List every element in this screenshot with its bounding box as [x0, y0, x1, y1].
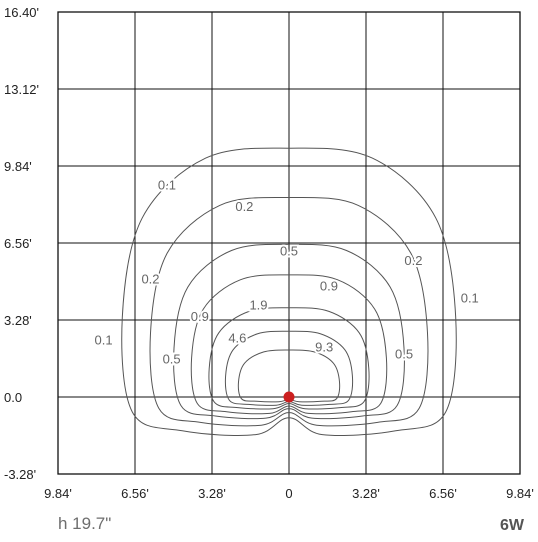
contour-line [173, 243, 405, 420]
contour-line [237, 349, 341, 403]
source-point-layer [283, 391, 295, 403]
y-tick-label: 3.28' [4, 313, 32, 328]
y-tick-label: 9.84' [4, 159, 32, 174]
contour-value-label: 1.9 [249, 297, 267, 312]
contour-value-label: 0.2 [235, 199, 253, 214]
x-tick-label: 3.28' [352, 486, 380, 501]
mounting-height-label: h 19.7" [58, 514, 112, 533]
contour-value-label: 0.1 [95, 333, 113, 348]
contour-line [224, 330, 354, 406]
contour-layer [121, 147, 457, 436]
contour-value-label: 0.2 [404, 253, 422, 268]
contour-value-label: 0.1 [461, 290, 479, 305]
x-tick-label: 3.28' [198, 486, 226, 501]
contour-value-label: 0.5 [280, 243, 298, 258]
contour-value-label: 0.9 [191, 309, 209, 324]
y-tick-label: -3.28' [4, 467, 36, 482]
contour-value-label: 0.5 [163, 351, 181, 366]
contour-value-label: 4.6 [228, 330, 246, 345]
light-source-point [283, 391, 295, 403]
contour-line [149, 196, 429, 427]
contour-value-label: 9.3 [315, 340, 333, 355]
x-tick-label: 6.56' [429, 486, 457, 501]
y-tick-label: 16.40' [4, 5, 39, 20]
wattage-label: 6W [500, 517, 524, 534]
x-tick-label: 6.56' [121, 486, 149, 501]
contour-value-label: 0.1 [158, 178, 176, 193]
contour-line [121, 147, 457, 436]
contour-line [208, 307, 370, 410]
y-tick-label: 6.56' [4, 236, 32, 251]
y-tick-label: 13.12' [4, 82, 39, 97]
x-tick-label: 0 [285, 486, 292, 501]
y-tick-label: 0.0 [4, 390, 22, 405]
tick-label-layer: 9.84' 6.56' 3.28' 0 3.28' 6.56' 9.84' 16.40' 13.… [4, 5, 534, 501]
contour-value-label: 0.2 [141, 272, 159, 287]
contour-label-layer: 0.1 0.1 0.1 0.2 0.2 0.2 0.5 0.5 0.5 0.9 0.9 1.9 4.6 9… [93, 176, 481, 369]
x-tick-label: 9.84' [506, 486, 534, 501]
x-tick-label: 9.84' [44, 486, 72, 501]
contour-value-label: 0.9 [320, 279, 338, 294]
contour-value-label: 0.5 [395, 347, 413, 362]
contour-line [190, 274, 388, 415]
